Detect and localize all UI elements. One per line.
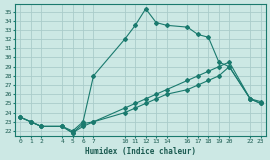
X-axis label: Humidex (Indice chaleur): Humidex (Indice chaleur) — [85, 147, 196, 156]
